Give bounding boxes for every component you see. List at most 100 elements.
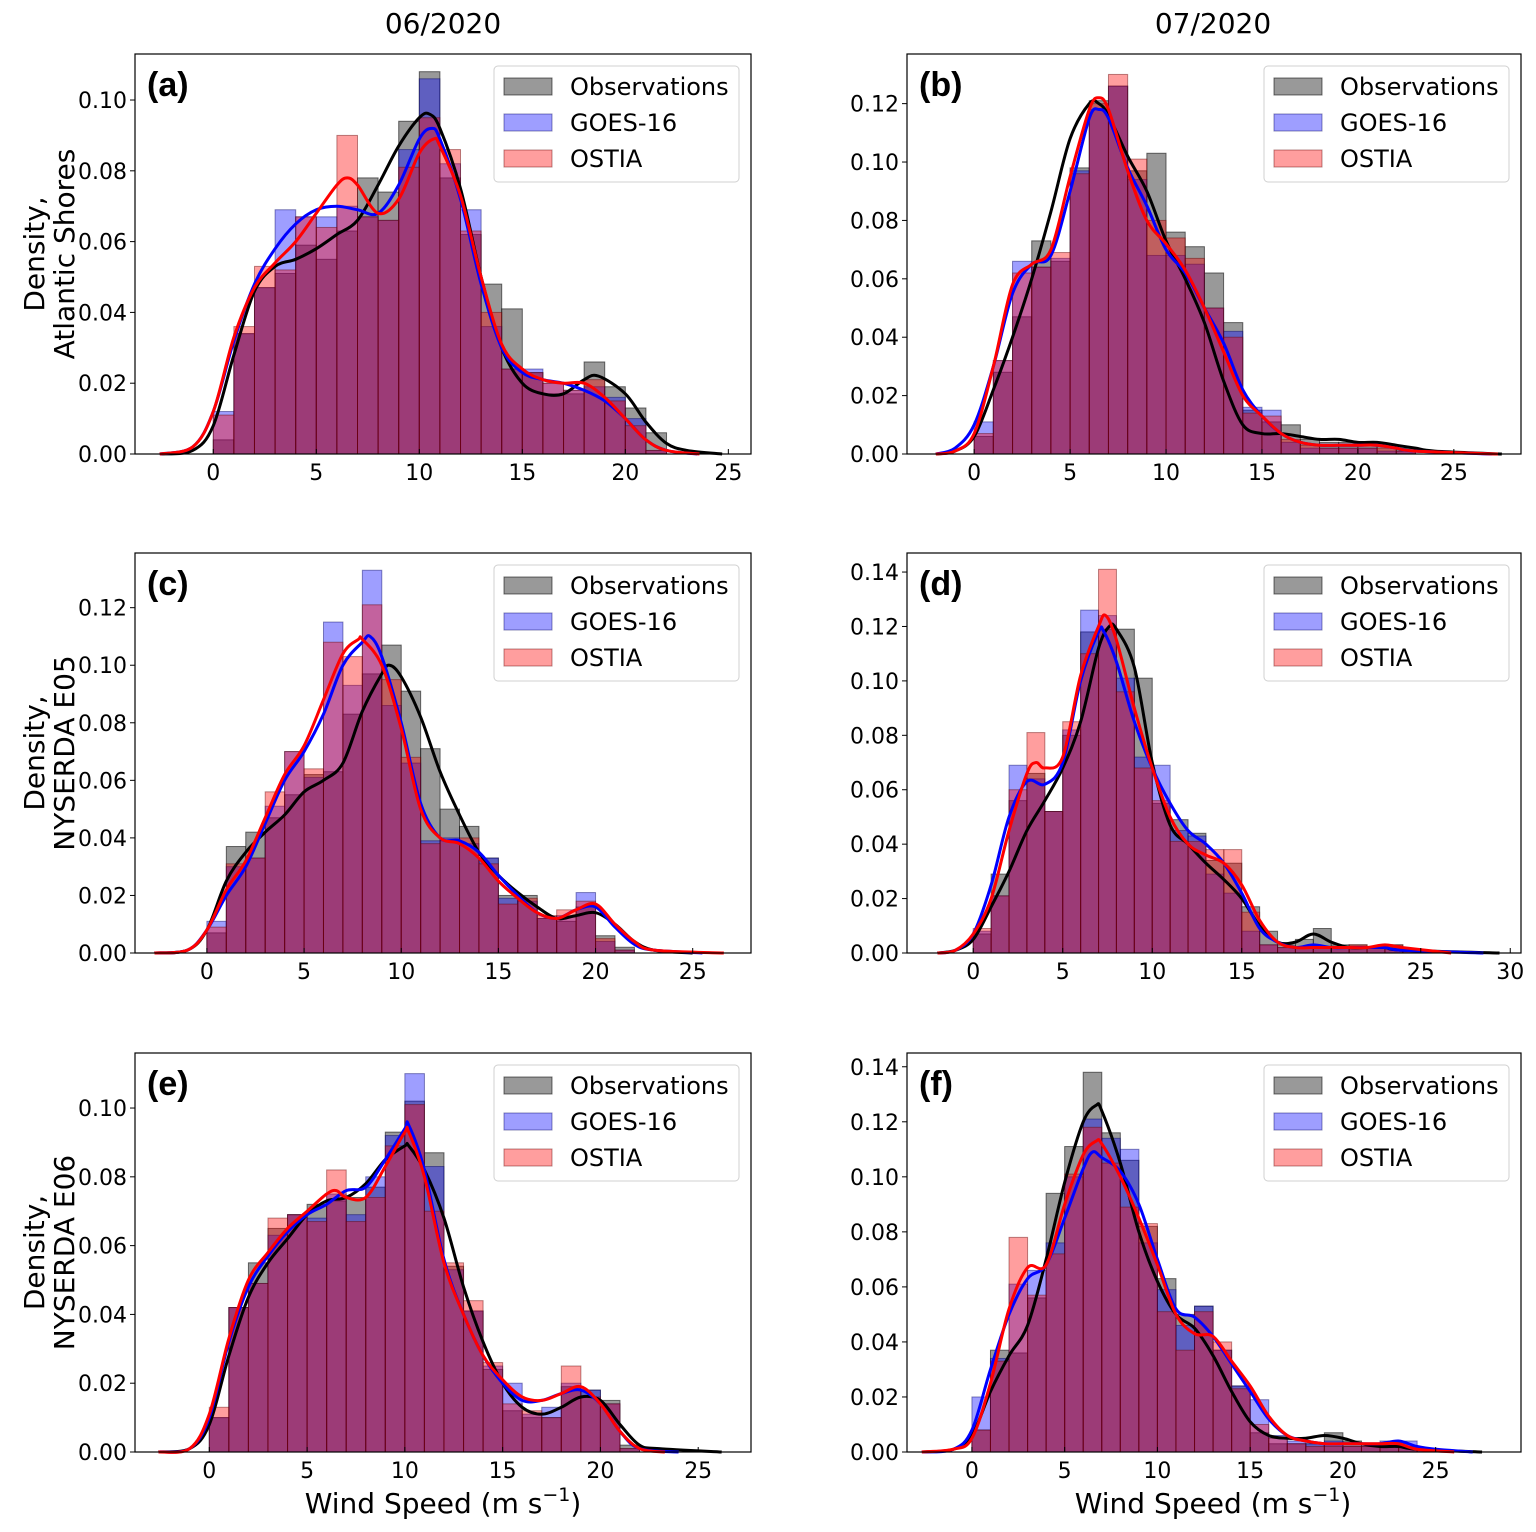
histogram-bar xyxy=(1031,266,1052,455)
y-tick-label: 0.12 xyxy=(850,615,899,640)
histogram-bar xyxy=(1107,73,1129,455)
legend-label: OSTIA xyxy=(570,1144,643,1172)
panel-a: 0 5 10 15 20 25 0.00 0.02 0.04 0.06 0.08 0.10 (a) Obs… xyxy=(18,53,752,486)
histogram-bar xyxy=(1050,252,1071,455)
panel-d: 0 5 10 15 20 25 30 0.00 0.02 0.04 0.06 0.08 0.10 0.12… xyxy=(850,552,1524,985)
y-tick-label: 0.14 xyxy=(850,1056,899,1081)
kde-line-ostia xyxy=(935,96,1499,456)
y-axis-label: Density,NYSERDA E06 xyxy=(18,1155,81,1350)
bar-series-goes-16 xyxy=(212,78,668,455)
x-tick-label: 20 xyxy=(1344,461,1372,486)
x-tick-label: 10 xyxy=(387,960,415,985)
y-tick-label: 0.10 xyxy=(78,1097,127,1122)
legend-swatch xyxy=(1273,1112,1323,1131)
y-tick-label: 0.04 xyxy=(78,827,127,852)
x-tick-label: 0 xyxy=(206,461,220,486)
x-axis-label-right: Wind Speed (m s−1) xyxy=(1075,1484,1352,1520)
histogram-bar xyxy=(342,656,363,954)
y-tick-label: 0.12 xyxy=(850,93,899,118)
x-tick-label: 15 xyxy=(484,960,512,985)
legend-swatch xyxy=(503,1112,553,1131)
x-tick-label: 15 xyxy=(1228,960,1256,985)
column-title-1: 07/2020 xyxy=(1155,7,1271,40)
y-tick-label: 0.04 xyxy=(78,1303,127,1328)
y-tick-label: 0.00 xyxy=(78,1441,127,1466)
histogram-bar xyxy=(1338,447,1359,455)
x-tick-label: 0 xyxy=(200,960,214,985)
y-tick-label: 0.06 xyxy=(78,769,127,794)
histogram-bar xyxy=(1286,1443,1307,1453)
y-tick-label: 0.06 xyxy=(850,1276,899,1301)
x-tick-label: 5 xyxy=(300,1459,314,1484)
histogram-bar xyxy=(536,915,558,954)
legend-label: Observations xyxy=(1340,572,1499,600)
histogram-bar xyxy=(1045,1253,1066,1453)
y-tick-label: 0.10 xyxy=(78,654,127,679)
kde-line-observations xyxy=(937,622,1500,955)
x-tick-label: 5 xyxy=(297,960,311,985)
kde-line-ostia xyxy=(937,613,1452,955)
kde-line-observations xyxy=(158,1142,722,1454)
histogram-bar xyxy=(1146,219,1167,455)
histogram-bar xyxy=(1268,1437,1288,1453)
panel-label: (f) xyxy=(919,1065,953,1103)
legend-swatch xyxy=(1273,576,1323,595)
histogram-bar xyxy=(1151,800,1171,954)
column-title-0: 06/2020 xyxy=(385,7,501,40)
histogram-bar xyxy=(1342,1445,1362,1453)
legend-swatch xyxy=(503,648,553,667)
histogram-bar xyxy=(1012,272,1033,455)
y-tick-label: 0.02 xyxy=(78,1372,127,1397)
histogram-bar xyxy=(398,166,420,455)
legend-label: Observations xyxy=(1340,73,1499,101)
x-tick-label: 0 xyxy=(967,461,981,486)
histogram-bar xyxy=(1169,840,1189,954)
histogram-bar xyxy=(420,843,441,954)
histogram-bar xyxy=(315,226,338,455)
y-tick-label: 0.06 xyxy=(78,231,127,256)
x-tick-label: 25 xyxy=(684,1459,712,1484)
x-tick-label: 5 xyxy=(1063,461,1077,486)
kde-line-observations xyxy=(935,99,1502,456)
histogram-bar xyxy=(1127,158,1148,455)
legend-label: GOES-16 xyxy=(1340,109,1447,137)
histogram-bar xyxy=(1115,691,1135,954)
bar-series-observations xyxy=(972,628,1422,954)
bar-series-ostia xyxy=(972,568,1422,954)
y-tick-label: 0.14 xyxy=(850,561,899,586)
axes-frame xyxy=(134,53,752,455)
histogram-bar xyxy=(377,219,400,455)
panel-label: (a) xyxy=(147,66,189,104)
x-tick-label: 0 xyxy=(965,1459,979,1484)
histogram-bar xyxy=(1156,1311,1177,1453)
kde-line-ostia xyxy=(154,635,724,955)
histogram-bar xyxy=(1088,103,1109,455)
bar-series-goes-16 xyxy=(973,85,1416,455)
histogram-bar xyxy=(439,840,461,954)
y-tick-label: 0.12 xyxy=(850,1111,899,1136)
kde-line-ostia xyxy=(921,1138,1455,1454)
bar-series-ostia xyxy=(206,604,635,954)
x-tick-label: 25 xyxy=(1422,1459,1450,1484)
histogram-bar xyxy=(400,756,422,954)
x-tick-label: 10 xyxy=(1152,461,1180,486)
histogram-bar xyxy=(1064,1173,1084,1453)
legend-swatch xyxy=(1273,149,1323,168)
legend-swatch xyxy=(1273,1076,1323,1095)
axes-frame xyxy=(906,552,1522,954)
panel-c: 0 5 10 15 20 25 0.00 0.02 0.04 0.06 0.08 0.10 0.12 (c… xyxy=(18,552,752,985)
histogram-bar xyxy=(274,269,297,455)
y-tick-label: 0.02 xyxy=(78,884,127,909)
histogram-bar xyxy=(287,1214,308,1453)
legend-swatch xyxy=(503,113,553,132)
histogram-bar xyxy=(326,1169,347,1453)
histogram-bar xyxy=(247,1282,269,1453)
bar-series-observations xyxy=(971,1071,1437,1453)
axes-frame xyxy=(134,1052,752,1453)
x-tick-label: 20 xyxy=(1329,1459,1357,1484)
legend-box xyxy=(1263,65,1510,183)
histogram-bar xyxy=(1319,447,1340,455)
legend-swatch xyxy=(503,1148,553,1167)
histogram-bar xyxy=(418,117,441,455)
